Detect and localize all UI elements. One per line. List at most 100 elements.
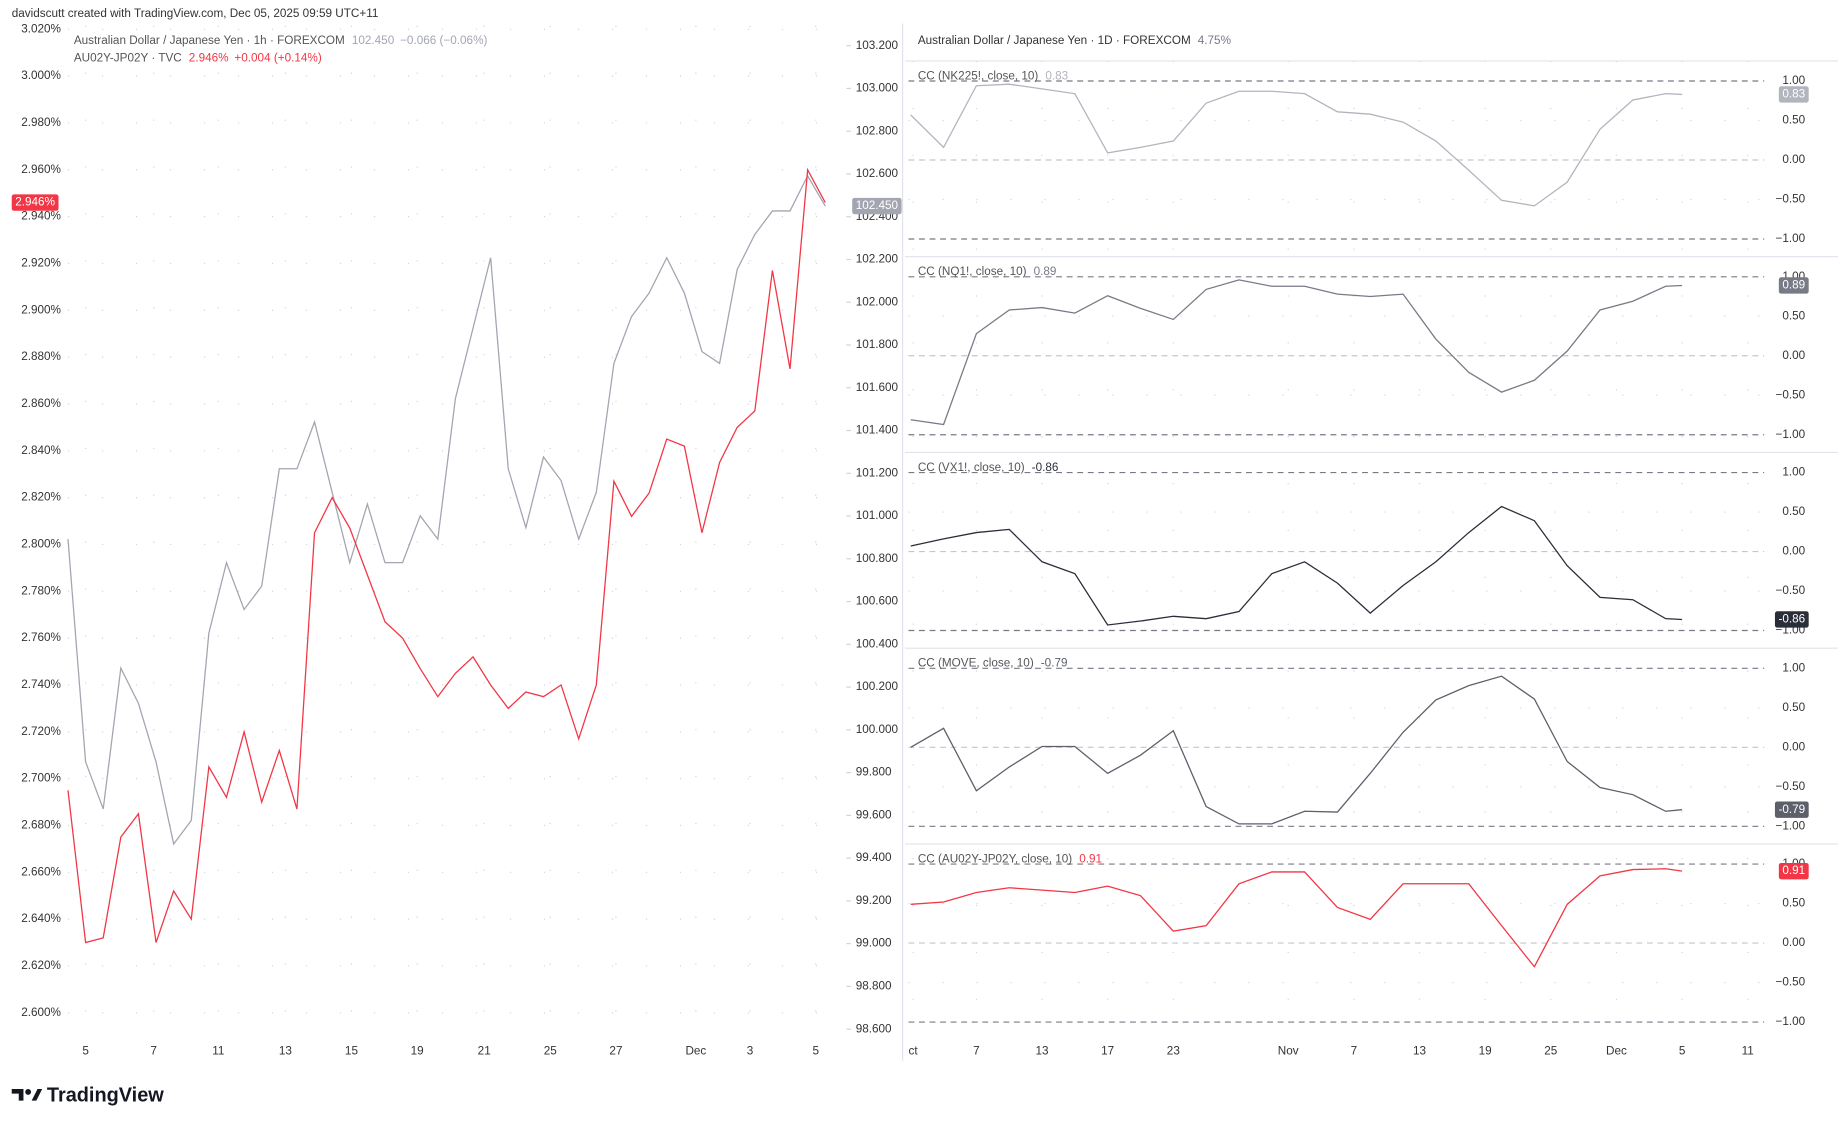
y-tick-label: 3.000% (21, 69, 61, 82)
pane-value-badge-bg (1778, 86, 1809, 103)
y-tick-label: 2.700% (21, 772, 61, 785)
y2-tick-label: 101.200 (856, 466, 899, 479)
y-tick-label: 0.50 (1782, 505, 1805, 518)
y-tick-label: −1.00 (1776, 819, 1806, 832)
y2-tick-label: 102.000 (856, 295, 899, 308)
y-tick-label: 2.620% (21, 959, 61, 972)
pane-value-badge: 0.83 (1782, 88, 1805, 101)
y-tick-label: 0.50 (1782, 701, 1805, 714)
indicator-line (910, 83, 1683, 207)
y-tick-label: 2.780% (21, 584, 61, 597)
y-tick-label: 0.00 (1782, 153, 1805, 166)
y-tick-label: −1.00 (1776, 428, 1806, 441)
x-tick-label: 11 (1742, 1045, 1754, 1058)
pane-legend-value: 0.91 (1079, 852, 1102, 865)
pane-legend-name: CC (MOVE, close, 10) (918, 657, 1034, 670)
y-tick-label: 2.960% (21, 163, 61, 176)
y2-tick-label: 99.200 (856, 894, 892, 907)
x-tick-label: ct (908, 1045, 918, 1058)
y2-tick-label: 101.000 (856, 509, 899, 522)
x-tick-label: Dec (685, 1045, 706, 1058)
last-value-badge-bg (11, 194, 59, 211)
y2-tick-label: 98.600 (856, 1022, 892, 1035)
y-tick-label: −0.50 (1776, 193, 1806, 206)
pane-legend-name: CC (VX1!, close, 10) (918, 461, 1025, 474)
legend-last: 102.450 (352, 34, 395, 47)
y2-tick-label: 102.600 (856, 167, 899, 180)
x-tick-label: 23 (1167, 1045, 1180, 1058)
pane-value-badge-bg (1778, 862, 1809, 880)
y-tick-label: 2.640% (21, 912, 61, 925)
x-tick-label: 5 (82, 1045, 89, 1058)
pane-value-badge: -0.79 (1778, 803, 1805, 816)
y-tick-label: 0.00 (1782, 545, 1805, 558)
x-tick-label: 11 (212, 1045, 224, 1058)
y-tick-label: −0.50 (1776, 584, 1806, 597)
y2-tick-label: 101.400 (856, 424, 899, 437)
pane-value-badge: 0.91 (1782, 864, 1805, 877)
legend-change: +0.004 (+0.14%) (234, 52, 321, 65)
price-line (67, 174, 826, 846)
y-tick-label: 0.00 (1782, 936, 1805, 949)
y2-tick-label: 100.400 (856, 637, 899, 650)
y2-tick-label: 99.800 (856, 766, 892, 779)
y-tick-label: 2.800% (21, 538, 61, 551)
x-tick-label: 19 (1479, 1045, 1492, 1058)
y-tick-label: −1.00 (1776, 1015, 1806, 1028)
price-line (67, 167, 826, 944)
y-tick-label: 2.900% (21, 303, 61, 316)
y-tick-label: 0.00 (1782, 740, 1805, 753)
y-tick-label: 1.00 (1782, 661, 1805, 674)
x-tick-label: 13 (1036, 1045, 1049, 1058)
x-tick-label: 5 (1679, 1045, 1686, 1058)
legend-name: AU02Y-JP02Y · TVC (74, 52, 182, 65)
y-tick-label: 2.660% (21, 865, 61, 878)
y-tick-label: 2.720% (21, 725, 61, 738)
y-tick-label: 1.00 (1782, 74, 1805, 87)
y-tick-label: −0.50 (1776, 780, 1806, 793)
y-tick-label: 3.020% (21, 22, 61, 35)
last-value-badge: 2.946% (15, 196, 55, 209)
y-tick-label: −0.50 (1776, 388, 1806, 401)
indicator-line (910, 868, 1683, 968)
x-tick-label: 21 (478, 1045, 491, 1058)
x-tick-label: 15 (345, 1045, 359, 1058)
y-tick-label: 2.860% (21, 397, 61, 410)
indicator-line (910, 279, 1683, 426)
pane-value-badge-bg (1778, 277, 1809, 294)
legend-last: 2.946% (189, 52, 229, 65)
header: davidscutt created with TradingView.com,… (12, 7, 379, 20)
legend-change: −0.066 (−0.06%) (400, 34, 487, 47)
pane-legend-name: CC (NQ1!, close, 10) (918, 265, 1027, 278)
y-tick-label: 1.00 (1782, 466, 1805, 479)
y-tick-label: 2.740% (21, 678, 61, 691)
last-price-badge: 102.450 (856, 199, 899, 212)
y2-tick-label: 100.600 (856, 595, 899, 608)
pane-legend-name: CC (AU02Y-JP02Y, close, 10) (918, 852, 1072, 865)
x-tick-label: 17 (1101, 1045, 1114, 1058)
y2-tick-label: 99.000 (856, 937, 892, 950)
x-tick-label: 7 (1351, 1045, 1358, 1058)
x-tick-label: Dec (1606, 1045, 1627, 1058)
x-tick-label: 13 (279, 1045, 292, 1058)
y2-tick-label: 101.600 (856, 381, 899, 394)
y2-tick-label: 103.000 (856, 82, 899, 95)
y-tick-label: 2.980% (21, 116, 61, 129)
x-tick-label: 13 (1413, 1045, 1426, 1058)
x-tick-label: 7 (150, 1045, 157, 1058)
pane-legend-value: -0.86 (1032, 461, 1059, 474)
y2-tick-label: 100.000 (856, 723, 899, 736)
x-tick-label: 7 (973, 1045, 980, 1058)
indicator-line (910, 675, 1683, 825)
pane-value-badge: 0.89 (1782, 279, 1805, 292)
y2-tick-label: 99.600 (856, 808, 892, 821)
y-tick-label: −1.00 (1776, 232, 1806, 245)
pane-legend-value: -0.79 (1041, 657, 1068, 670)
y-tick-label: 2.820% (21, 491, 61, 504)
y-tick-label: 2.940% (21, 210, 61, 223)
x-tick-label: 3 (747, 1045, 754, 1058)
logo: TradingView (47, 1084, 164, 1106)
